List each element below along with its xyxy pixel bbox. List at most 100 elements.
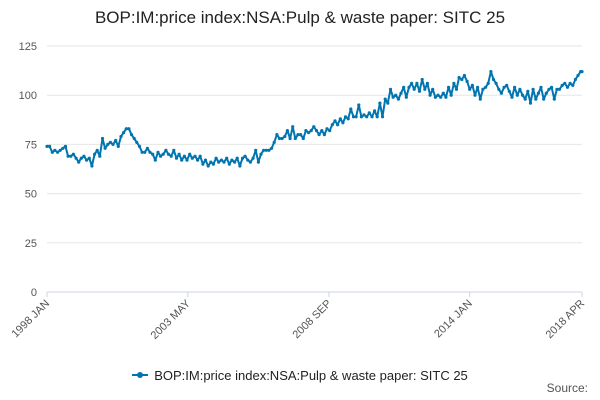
data-point-87[interactable] <box>275 133 279 137</box>
data-point-42[interactable] <box>156 150 160 154</box>
data-point-151[interactable] <box>444 95 448 99</box>
data-point-114[interactable] <box>346 117 350 121</box>
data-point-55[interactable] <box>190 156 194 160</box>
data-point-54[interactable] <box>188 152 192 156</box>
data-point-139[interactable] <box>412 87 416 91</box>
data-point-91[interactable] <box>285 129 289 133</box>
data-point-104[interactable] <box>320 129 324 133</box>
data-point-94[interactable] <box>293 136 297 141</box>
data-point-88[interactable] <box>277 136 282 141</box>
data-point-17[interactable] <box>90 164 94 168</box>
data-point-179[interactable] <box>518 87 522 91</box>
data-point-166[interactable] <box>484 85 488 89</box>
data-point-32[interactable] <box>129 133 134 137</box>
data-point-190[interactable] <box>547 87 551 91</box>
data-point-38[interactable] <box>145 146 149 150</box>
data-point-201[interactable] <box>576 73 580 78</box>
data-point-185[interactable] <box>534 97 538 101</box>
data-point-98[interactable] <box>304 129 308 133</box>
data-point-76[interactable] <box>246 158 250 162</box>
legend[interactable]: BOP:IM:price index:NSA:Pulp & waste pape… <box>0 364 600 383</box>
data-point-120[interactable] <box>362 113 366 117</box>
data-point-2[interactable] <box>50 150 54 154</box>
data-point-200[interactable] <box>573 77 578 82</box>
data-point-83[interactable] <box>264 148 268 152</box>
data-point-25[interactable] <box>111 142 115 146</box>
data-point-90[interactable] <box>283 134 287 139</box>
data-point-24[interactable] <box>108 140 112 144</box>
data-point-183[interactable] <box>528 101 533 105</box>
data-point-27[interactable] <box>116 144 120 148</box>
data-point-73[interactable] <box>238 164 242 168</box>
data-point-70[interactable] <box>230 158 234 162</box>
data-point-197[interactable] <box>565 85 570 89</box>
data-point-121[interactable] <box>365 115 369 119</box>
data-point-62[interactable] <box>209 160 213 164</box>
data-point-48[interactable] <box>172 148 176 152</box>
data-point-20[interactable] <box>98 154 102 158</box>
legend-item-series[interactable]: BOP:IM:price index:NSA:Pulp & waste pape… <box>132 368 468 383</box>
data-point-136[interactable] <box>404 95 408 99</box>
data-point-58[interactable] <box>198 154 202 158</box>
data-point-155[interactable] <box>454 87 459 91</box>
data-point-40[interactable] <box>151 152 155 156</box>
data-point-175[interactable] <box>507 89 511 93</box>
data-point-152[interactable] <box>447 85 451 89</box>
data-point-41[interactable] <box>153 158 157 162</box>
data-point-59[interactable] <box>201 162 205 166</box>
data-point-36[interactable] <box>140 150 144 154</box>
data-point-135[interactable] <box>402 85 406 89</box>
data-point-99[interactable] <box>307 131 311 135</box>
data-point-86[interactable] <box>272 140 276 144</box>
data-point-21[interactable] <box>100 136 105 141</box>
data-point-45[interactable] <box>164 148 168 152</box>
data-point-105[interactable] <box>322 133 326 137</box>
data-point-63[interactable] <box>211 162 215 166</box>
data-point-50[interactable] <box>177 152 181 156</box>
data-point-95[interactable] <box>296 133 300 137</box>
data-point-133[interactable] <box>396 97 400 101</box>
data-point-49[interactable] <box>174 156 179 160</box>
data-point-101[interactable] <box>312 125 316 129</box>
data-point-12[interactable] <box>77 160 81 164</box>
data-point-174[interactable] <box>505 83 509 87</box>
data-point-188[interactable] <box>542 97 546 101</box>
data-point-15[interactable] <box>85 158 89 162</box>
data-point-109[interactable] <box>333 119 337 123</box>
data-point-149[interactable] <box>439 95 443 99</box>
data-point-106[interactable] <box>325 127 329 131</box>
data-point-81[interactable] <box>259 152 263 156</box>
data-point-1[interactable] <box>48 144 52 148</box>
data-point-192[interactable] <box>552 97 556 101</box>
data-point-178[interactable] <box>515 93 519 97</box>
data-point-157[interactable] <box>460 77 464 82</box>
data-point-93[interactable] <box>291 125 295 129</box>
data-point-30[interactable] <box>124 127 128 131</box>
data-point-3[interactable] <box>53 148 57 152</box>
data-point-167[interactable] <box>486 81 490 85</box>
data-point-176[interactable] <box>510 95 514 99</box>
data-point-118[interactable] <box>357 103 361 107</box>
data-point-141[interactable] <box>417 89 422 93</box>
data-point-102[interactable] <box>314 129 319 133</box>
data-point-186[interactable] <box>536 91 541 95</box>
data-point-159[interactable] <box>465 79 469 83</box>
data-point-171[interactable] <box>497 87 501 91</box>
data-point-110[interactable] <box>336 123 340 127</box>
data-point-111[interactable] <box>338 117 342 121</box>
data-point-43[interactable] <box>159 154 163 158</box>
data-point-23[interactable] <box>106 142 110 146</box>
data-point-57[interactable] <box>196 158 200 162</box>
data-point-19[interactable] <box>95 148 99 152</box>
data-point-168[interactable] <box>489 70 493 74</box>
data-point-150[interactable] <box>441 91 445 95</box>
data-point-128[interactable] <box>383 97 387 101</box>
data-point-123[interactable] <box>370 115 374 119</box>
data-point-67[interactable] <box>222 160 226 164</box>
data-point-8[interactable] <box>66 154 70 158</box>
data-point-10[interactable] <box>71 152 75 156</box>
data-point-100[interactable] <box>309 129 313 133</box>
data-point-64[interactable] <box>214 156 218 160</box>
data-point-137[interactable] <box>407 85 411 89</box>
data-point-46[interactable] <box>166 152 171 156</box>
